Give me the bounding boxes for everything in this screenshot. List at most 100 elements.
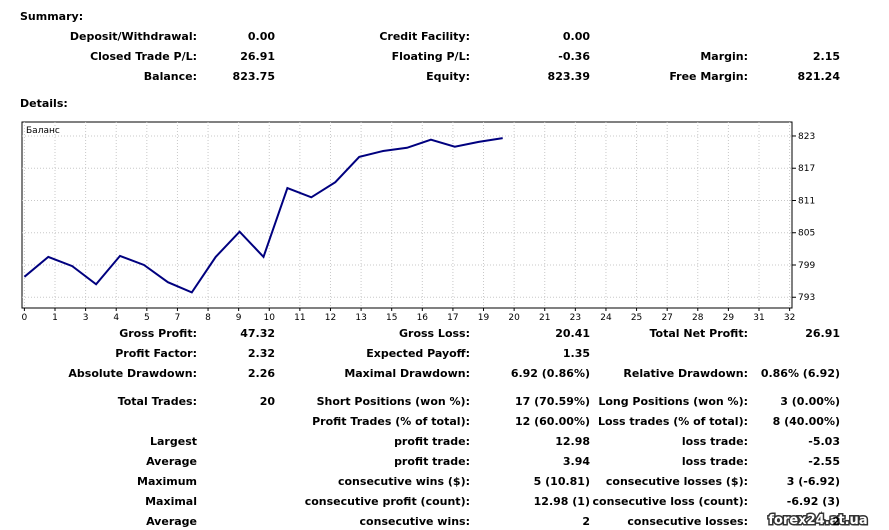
value: 26.91: [240, 50, 275, 63]
label: Free Margin:: [669, 70, 748, 83]
y-tick-label: 823: [798, 132, 815, 142]
label: Credit Facility:: [379, 30, 470, 43]
value: 6.92 (0.86%): [511, 367, 590, 380]
value: 12.98: [555, 435, 590, 448]
value: 12.98 (1): [534, 495, 590, 508]
x-tick-label: 23: [570, 313, 581, 323]
label: Loss trades (% of total):: [598, 415, 748, 428]
label: loss trade:: [682, 435, 748, 448]
x-tick-label: 17: [447, 313, 458, 323]
legend-label: Баланс: [26, 126, 60, 136]
label: Floating P/L:: [392, 50, 470, 63]
value: 2.32: [248, 347, 275, 360]
x-tick-label: 29: [723, 313, 735, 323]
x-tick-label: 9: [236, 313, 242, 323]
label: Maximum: [137, 475, 197, 488]
value: 821.24: [798, 70, 841, 83]
label: consecutive profit (count):: [305, 495, 470, 508]
label: consecutive losses:: [627, 515, 748, 528]
x-tick-label: 31: [753, 313, 764, 323]
x-tick-label: 25: [631, 313, 642, 323]
label: Deposit/Withdrawal:: [70, 30, 197, 43]
label: consecutive losses ($):: [606, 475, 748, 488]
value: 3 (0.00%): [780, 395, 840, 408]
x-tick-label: 3: [83, 313, 89, 323]
y-tick-label: 805: [798, 229, 815, 239]
x-tick-label: 7: [175, 313, 181, 323]
label: Expected Payoff:: [366, 347, 470, 360]
value: 5 (10.81): [534, 475, 590, 488]
value: 20: [260, 395, 276, 408]
label: Long Positions (won %):: [598, 395, 748, 408]
x-tick-label: 32: [784, 313, 795, 323]
balance-line: [23, 137, 503, 294]
label: consecutive loss (count):: [593, 495, 748, 508]
x-tick-label: 21: [539, 313, 550, 323]
summary-title: Summary:: [20, 10, 83, 23]
value: -5.03: [808, 435, 840, 448]
label: Largest: [150, 435, 197, 448]
label: Maximal Drawdown:: [344, 367, 470, 380]
x-tick-label: 11: [294, 313, 305, 323]
label: Relative Drawdown:: [623, 367, 748, 380]
label: Average: [146, 455, 197, 468]
label: Short Positions (won %):: [317, 395, 470, 408]
label: Gross Loss:: [399, 327, 470, 340]
label: Closed Trade P/L:: [90, 50, 197, 63]
y-tick-label: 817: [798, 164, 815, 174]
x-tick-label: 1: [52, 313, 58, 323]
label: consecutive wins ($):: [338, 475, 470, 488]
label: Margin:: [700, 50, 748, 63]
value: 0.00: [563, 30, 590, 43]
value: 823.75: [233, 70, 275, 83]
label: loss trade:: [682, 455, 748, 468]
value: 0.86% (6.92): [761, 367, 840, 380]
label: Equity:: [426, 70, 470, 83]
x-tick-label: 15: [386, 313, 397, 323]
value: 8 (40.00%): [773, 415, 840, 428]
label: Maximal: [145, 495, 197, 508]
value: 0.00: [248, 30, 275, 43]
label: profit trade:: [394, 435, 470, 448]
x-tick-label: 19: [478, 313, 490, 323]
x-tick-label: 27: [661, 313, 672, 323]
value: 26.91: [805, 327, 840, 340]
value: 17 (70.59%): [515, 395, 590, 408]
x-tick-label: 0: [22, 313, 28, 323]
x-tick-label: 24: [600, 313, 612, 323]
label: Absolute Drawdown:: [68, 367, 197, 380]
value: -0.36: [558, 50, 590, 63]
value: -6.92 (3): [787, 495, 840, 508]
value: 12 (60.00%): [515, 415, 590, 428]
label: profit trade:: [394, 455, 470, 468]
x-tick-label: 10: [264, 313, 276, 323]
value: 47.32: [240, 327, 275, 340]
value: 823.39: [548, 70, 590, 83]
label: Total Trades:: [118, 395, 197, 408]
value: 2.26: [248, 367, 275, 380]
value: -2.55: [808, 455, 840, 468]
label: Profit Factor:: [115, 347, 197, 360]
label: Total Net Profit:: [650, 327, 749, 340]
value: 2.15: [813, 50, 840, 63]
value: 3.94: [563, 455, 590, 468]
label: Gross Profit:: [119, 327, 197, 340]
y-tick-label: 799: [798, 261, 815, 271]
label: consecutive wins:: [360, 515, 470, 528]
label: Balance:: [144, 70, 197, 83]
value: 2: [832, 515, 840, 528]
x-tick-label: 28: [692, 313, 704, 323]
y-tick-label: 811: [798, 196, 815, 206]
x-tick-label: 20: [508, 313, 520, 323]
label: Profit Trades (% of total):: [312, 415, 470, 428]
x-tick-label: 16: [417, 313, 429, 323]
chart-frame: [21, 121, 793, 309]
value: 2: [582, 515, 590, 528]
x-tick-label: 12: [325, 313, 336, 323]
x-tick-label: 8: [205, 313, 211, 323]
x-tick-label: 13: [355, 313, 366, 323]
x-tick-label: 4: [113, 313, 119, 323]
value: 3 (-6.92): [787, 475, 840, 488]
y-tick-label: 793: [798, 293, 815, 303]
